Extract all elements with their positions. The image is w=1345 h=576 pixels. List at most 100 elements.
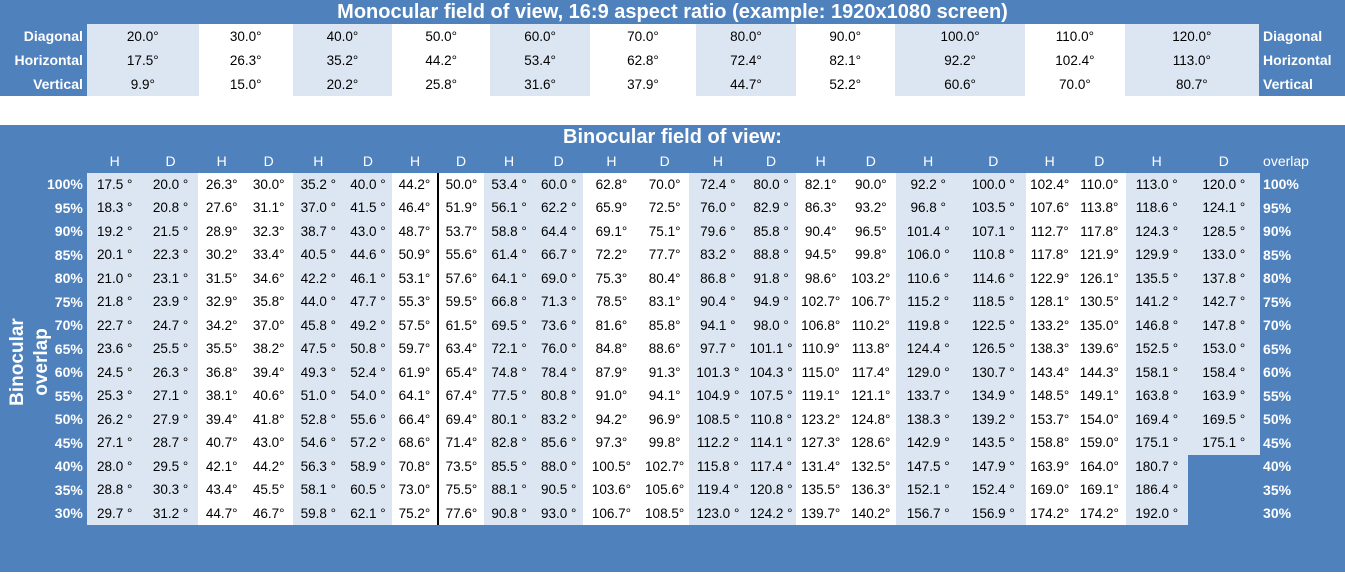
binocular-cell: 61.9° [391,360,440,384]
monocular-cell: 26.3° [198,48,293,72]
binocular-cell: 123.0 ° [689,501,747,525]
binocular-cell: 149.1° [1072,384,1126,408]
overlap-label-left: 80% [54,270,83,287]
overlap-label-right: 70% [1263,317,1292,334]
binocular-cell: 41.8° [244,407,293,431]
binocular-cell: 138.3 ° [896,407,961,431]
binocular-cell: 22.7 ° [86,313,143,337]
monocular-cell: 90.0° [795,24,895,48]
binocular-cell: 78.4 ° [534,360,583,384]
monocular-cell: 44.2° [392,48,491,72]
binocular-cell: 79.6 ° [689,219,747,243]
binocular-cell: 106.7° [845,290,897,314]
binocular-cell: 101.3 ° [689,360,747,384]
binocular-cell: 192.0 ° [1125,501,1188,525]
binocular-cell: 83.2 ° [534,407,583,431]
monocular-row: Vertical 9.9° 15.0° 20.2° 25.8° 31.6° 37.9° 44.… [0,72,1345,96]
overlap-label-right: 75% [1263,293,1292,310]
row-label-right: Vertical [1259,72,1345,96]
binocular-cell: 32.9° [198,290,245,314]
binocular-cell: 104.3 ° [746,360,796,384]
overlap-label-left: 50% [54,411,83,428]
binocular-cell: 50.9° [391,243,440,267]
column-header: D [1094,152,1105,169]
monocular-cell: 102.4° [1025,48,1125,72]
binocular-cell: 152.5 ° [1125,337,1188,361]
overlap-label-right: 100% [1263,176,1299,193]
binocular-cell: 143.4° [1026,360,1073,384]
binocular-cell: 33.4° [244,243,293,267]
binocular-cell: 75.1° [639,219,690,243]
overlap-label-left: 85% [54,246,83,263]
binocular-cell: 121.9° [1072,243,1126,267]
binocular-cell: 139.2 ° [960,407,1027,431]
binocular-cell: 152.1 ° [896,478,961,502]
binocular-cell: 21.8 ° [86,290,143,314]
binocular-cell: 72.2° [582,243,640,267]
monocular-cell: 40.0° [292,24,393,48]
binocular-cell: 119.1° [795,384,846,408]
binocular-cell: 124.8° [845,407,897,431]
monocular-cell: 31.6° [490,72,590,96]
binocular-cell: 38.1° [198,384,245,408]
binocular-cell: 120.8 ° [746,478,796,502]
binocular-cell: 93.0 ° [534,501,583,525]
monocular-row: Horizontal 17.5° 26.3° 35.2° 44.2° 53.4° 62.8°… [0,48,1345,72]
binocular-cell: 43.0 ° [344,219,392,243]
overlap-label-left: 35% [54,481,83,498]
overlap-label-left: 100% [47,176,83,193]
binocular-cell: 90.0° [845,172,897,196]
binocular-row: 90% 19.2 ° 21.5 ° 28.9° 32.3° 38.7 ° 43.0 ° 48.… [0,219,1345,243]
overlap-label-left: 65% [54,340,83,357]
overlap-label-right: 95% [1263,199,1292,216]
binocular-cell: 119.8 ° [896,313,961,337]
binocular-cell: 44.2° [391,172,440,196]
binocular-cell: 132.5° [845,454,897,478]
binocular-cell: 76.0 ° [534,337,583,361]
binocular-cell: 174.2° [1072,501,1126,525]
binocular-cell: 47.5 ° [292,337,345,361]
binocular-cell: 113.0 ° [1125,172,1188,196]
binocular-cell: 70.8° [391,454,440,478]
overlap-label-left: 40% [54,458,83,475]
binocular-cell: 40.6° [244,384,293,408]
binocular-cell: 55.6 ° [344,407,392,431]
binocular-cell: 46.7° [244,501,293,525]
binocular-cell: 50.8 ° [344,337,392,361]
monocular-cell: 50.0° [392,24,491,48]
row-label-left: Horizontal [0,48,87,72]
binocular-cell: 72.5° [639,196,690,220]
binocular-cell: 133.0 ° [1187,243,1261,267]
binocular-cell: 47.7 ° [344,290,392,314]
binocular-cell: 66.4° [391,407,440,431]
binocular-cell: 46.4° [391,196,440,220]
binocular-cell: 74.8 ° [483,360,535,384]
binocular-cell: 53.1° [391,266,440,290]
binocular-cell: 77.7° [639,243,690,267]
binocular-cell: 110.8 ° [960,243,1027,267]
binocular-cell: 58.9 ° [344,454,392,478]
binocular-cell: 100.0 ° [960,172,1027,196]
binocular-cell: 77.6° [438,501,484,525]
binocular-cell: 91.0° [582,384,640,408]
binocular-cell: 122.9° [1026,266,1073,290]
binocular-cell: 75.5° [438,478,484,502]
binocular-cell: 26.2 ° [86,407,143,431]
binocular-cell: 80.8 ° [534,384,583,408]
binocular-cell: 34.6° [244,266,293,290]
binocular-cell: 69.0 ° [534,266,583,290]
binocular-cell: 163.9° [1026,454,1073,478]
binocular-row: 80% 21.0 ° 23.1 ° 31.5° 34.6° 42.2 ° 46.1 ° 53.… [0,266,1345,290]
monocular-cell: 20.2° [292,72,393,96]
binocular-cell: 37.0° [244,313,293,337]
binocular-cell: 82.8 ° [483,431,535,455]
binocular-cell: 146.8 ° [1125,313,1188,337]
binocular-cell: 34.2° [198,313,245,337]
binocular-cell: 124.1 ° [1187,196,1261,220]
overlap-label-right: 90% [1263,223,1292,240]
binocular-cell: 58.1 ° [292,478,345,502]
binocular-cell: 54.6 ° [292,431,345,455]
binocular-cell: 52.4 ° [344,360,392,384]
binocular-cell: 50.0° [438,172,484,196]
monocular-cell: 20.0° [86,24,199,48]
